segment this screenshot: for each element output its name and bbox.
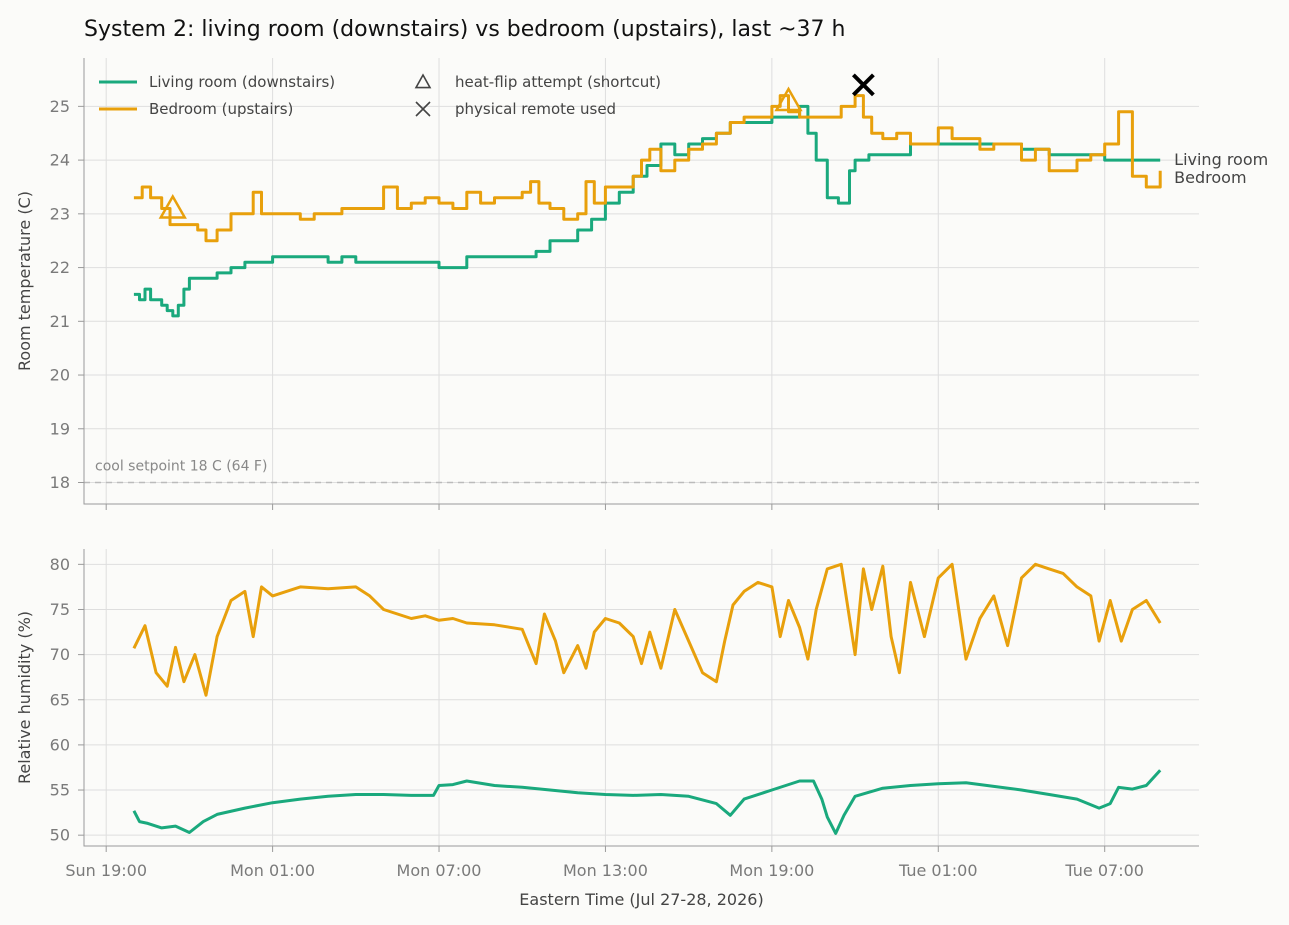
y-tick-label: 24	[50, 151, 70, 170]
y-tick-label: 20	[50, 366, 70, 385]
humidity-y-axis-label: Relative humidity (%)	[15, 611, 34, 784]
temperature-x-ticks	[105, 504, 1106, 510]
y-tick-label: 22	[50, 258, 70, 277]
humidity-panel: 50 55 60 65 70 75 80 Sun 19:00 Mon 01:00 Mon 07:…	[15, 549, 1199, 880]
y-tick-label: 65	[50, 690, 70, 709]
series-line-living-room	[133, 104, 1161, 318]
series-line-bedroom	[132, 562, 1162, 697]
y-tick-label: 75	[50, 600, 70, 619]
x-axis-label: Eastern Time (Jul 27-28, 2026)	[519, 890, 763, 909]
remote-used-marker	[851, 73, 875, 97]
x-tick-label: Tue 01:00	[898, 861, 978, 880]
humidity-y-ticks: 50 55 60 65 70 75 80	[50, 555, 84, 845]
humidity-series	[132, 562, 1162, 835]
y-tick-label: 60	[50, 735, 70, 754]
y-tick-label: 70	[50, 645, 70, 664]
x-tick-label: Mon 19:00	[729, 861, 814, 880]
x-tick-label: Tue 07:00	[1064, 861, 1144, 880]
y-tick-label: 55	[50, 781, 70, 800]
setpoint-label: cool setpoint 18 C (64 F)	[95, 459, 267, 475]
legend: Living room (downstairs) Bedroom (upstai…	[99, 73, 661, 118]
end-label-bedroom: Bedroom	[1174, 168, 1246, 187]
legend-label-living-room: Living room (downstairs)	[149, 73, 335, 91]
legend-label-remote: physical remote used	[455, 100, 616, 118]
temperature-series	[133, 94, 1162, 318]
series-line-bedroom	[133, 94, 1162, 243]
temperature-axes-spine	[83, 58, 1199, 505]
triangle-icon	[414, 73, 432, 89]
y-tick-label: 19	[50, 419, 70, 438]
humidity-x-ticks: Sun 19:00 Mon 01:00 Mon 07:00 Mon 13:00 Mon …	[65, 846, 1144, 880]
temperature-y-ticks: 18 19 20 21 22 23 24 25	[50, 97, 84, 492]
series-line-living-room	[132, 769, 1162, 835]
x-tick-label: Mon 07:00	[397, 861, 482, 880]
y-tick-label: 23	[50, 204, 70, 223]
heat-flip-marker	[158, 193, 187, 219]
temperature-grid	[84, 58, 1199, 504]
y-tick-label: 50	[50, 826, 70, 845]
legend-label-heat-flip: heat-flip attempt (shortcut)	[455, 73, 661, 91]
heat-flip-marker	[774, 86, 803, 112]
x-tick-label: Sun 19:00	[65, 861, 147, 880]
x-tick-label: Mon 01:00	[230, 861, 315, 880]
end-label-living-room: Living room	[1174, 150, 1268, 169]
legend-label-bedroom: Bedroom (upstairs)	[149, 100, 293, 118]
x-mark-icon	[415, 101, 431, 117]
y-tick-label: 25	[50, 97, 70, 116]
humidity-grid	[84, 549, 1199, 846]
y-tick-label: 21	[50, 312, 70, 331]
chart-title: System 2: living room (downstairs) vs be…	[84, 17, 845, 42]
humidity-axes-spine	[83, 549, 1199, 847]
y-tick-label: 18	[50, 473, 70, 492]
event-markers	[158, 73, 875, 219]
temperature-y-axis-label: Room temperature (C)	[15, 191, 34, 371]
x-tick-label: Mon 13:00	[563, 861, 648, 880]
temperature-panel: cool setpoint 18 C (64 F) 18 19 20 21 22 23 24…	[15, 58, 1268, 510]
y-tick-label: 80	[50, 555, 70, 574]
